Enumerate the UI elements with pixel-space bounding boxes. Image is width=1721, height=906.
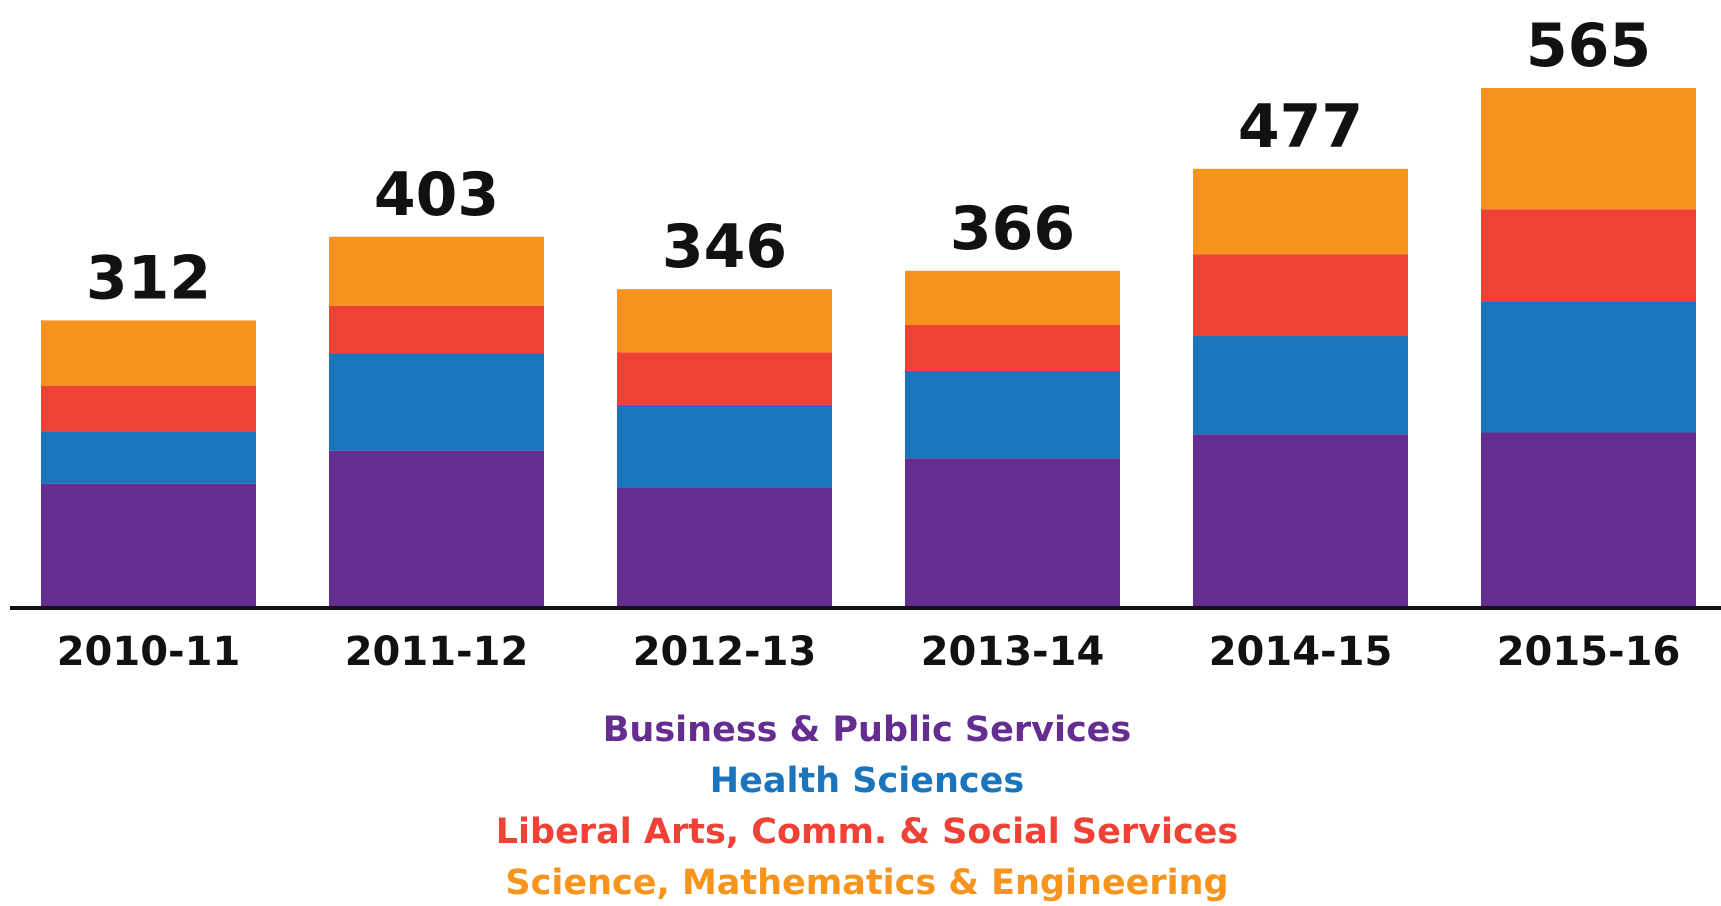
total-label: 403 [374,160,499,230]
bar-segment [1481,209,1696,302]
bar-segment [1193,336,1408,435]
bar-segment [329,450,544,607]
bar-segment [617,289,832,353]
bar-segment [1481,301,1696,433]
bar-segment [329,305,544,354]
total-label: 312 [86,243,211,313]
bar-segment [1193,168,1408,255]
legend-entry: Science, Mathematics & Engineering [505,863,1228,903]
bar-segment [905,458,1120,607]
bar-segment [41,431,256,484]
bar-segment [41,483,256,607]
legend-entry: Health Sciences [710,761,1024,801]
bar-segment [1481,88,1696,210]
x-tick-label: 2012-13 [633,629,817,675]
total-label: 366 [950,194,1075,264]
total-label: 346 [662,212,787,282]
bar-segment [1481,432,1696,607]
legend-entry: Business & Public Services [603,710,1132,750]
x-tick-label: 2014-15 [1209,629,1393,675]
bar-segment [905,370,1120,459]
bar-segment [1193,254,1408,337]
bar-segment [617,404,832,488]
x-tick-label: 2010-11 [57,629,241,675]
bar-segment [41,320,256,386]
bar-segment [617,487,832,607]
bar-segment [41,385,256,432]
x-tick-label: 2011-12 [345,629,529,675]
legend-entry: Liberal Arts, Comm. & Social Services [496,812,1239,852]
total-label: 565 [1526,11,1651,81]
bar-segment [905,270,1120,325]
bar-segment [1193,434,1408,607]
bar-segment [329,353,544,451]
bar-segment [329,236,544,306]
bar-segment [617,352,832,405]
total-label: 477 [1238,92,1363,162]
x-tick-label: 2015-16 [1497,629,1681,675]
bar-segment [905,324,1120,371]
x-tick-label: 2013-14 [921,629,1105,675]
